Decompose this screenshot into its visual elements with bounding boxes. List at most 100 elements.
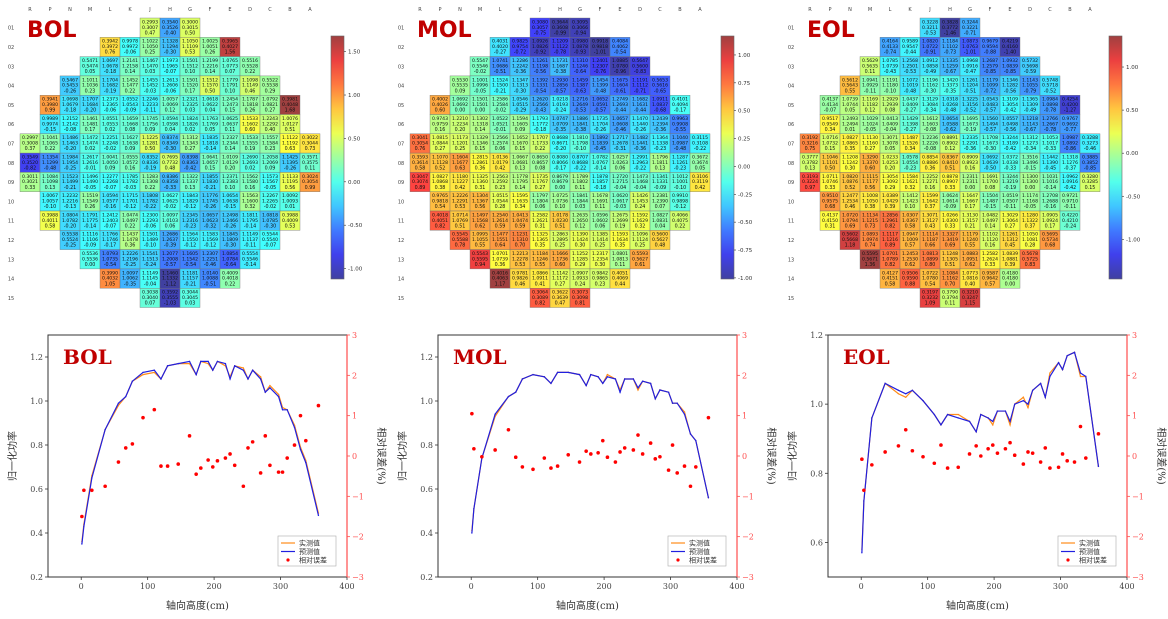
cell-measured-value: 0.9781 xyxy=(512,270,528,276)
measured-point xyxy=(153,371,156,374)
cell-predicted-value: 1.1501 xyxy=(472,102,488,108)
cell-measured-value: 1.1766 xyxy=(102,232,118,238)
cell-predicted-value: 1.0794 xyxy=(842,218,858,224)
cell-measured-value: 1.0413 xyxy=(512,212,528,218)
cell-predicted-value: 1.0507 xyxy=(1002,199,1018,205)
cell-predicted-value: 1.1746 xyxy=(102,237,118,243)
column-label: L xyxy=(109,7,112,13)
cell-measured-value: 1.1504 xyxy=(982,193,998,199)
cell-predicted-value: 1.1673 xyxy=(962,121,978,127)
cell-measured-value: 0.5530 xyxy=(452,77,468,83)
error-point xyxy=(932,461,937,466)
cell-predicted-value: 0.8671 xyxy=(552,141,568,147)
cell-measured-value: 0.8854 xyxy=(922,155,938,161)
cell-relative-error: -0.14 xyxy=(244,223,256,229)
cell-predicted-value: 1.0785 xyxy=(262,218,278,224)
error-point xyxy=(979,454,983,458)
y2-tick-label: 0 xyxy=(1132,452,1137,461)
cell-relative-error: -0.51 xyxy=(494,69,506,75)
cell-relative-error: -0.30 xyxy=(984,146,996,152)
cell-predicted-value: 1.1568 xyxy=(472,218,488,224)
cell-measured-value: 1.3244 xyxy=(1002,135,1018,141)
cell-fill xyxy=(239,249,261,270)
error-point xyxy=(584,449,588,453)
cell-relative-error: 0.05 xyxy=(695,166,706,172)
cell-predicted-value: 0.5627 xyxy=(632,256,648,262)
cell-measured-value: 1.1501 xyxy=(142,232,158,238)
cell-measured-value: 1.1459 xyxy=(572,77,588,83)
y-tick-label: 0.8 xyxy=(420,441,433,450)
cell-predicted-value: 1.1109 xyxy=(182,44,198,50)
cell-predicted-value: 0.3782 xyxy=(802,160,818,166)
error-point xyxy=(921,455,925,459)
cell-relative-error: -0.12 xyxy=(184,243,196,249)
legend-label: 实测值 xyxy=(1079,539,1100,548)
y2-tick-label: 2 xyxy=(352,371,357,380)
cell-measured-value: 0.8909 xyxy=(962,155,978,161)
cell-predicted-value: 1.1818 xyxy=(242,102,258,108)
cell-predicted-value: 1.2271 xyxy=(922,179,938,185)
error-point xyxy=(280,470,285,474)
y-tick-label: 1.0 xyxy=(810,400,823,409)
cell-predicted-value: 1.0837 xyxy=(652,102,668,108)
cell-measured-value: 1.1149 xyxy=(242,232,258,238)
y2-tick-label: −2 xyxy=(1132,533,1144,542)
cell-relative-error: 0.28 xyxy=(1025,243,1036,249)
predicted-point xyxy=(264,391,266,393)
cell-predicted-value: 1.2624 xyxy=(982,256,998,262)
cell-predicted-value: 1.1555 xyxy=(242,141,258,147)
cell-measured-value: 1.1707 xyxy=(532,135,548,141)
row-label: 10 xyxy=(398,199,404,205)
cell-measured-value: 1.1984 xyxy=(62,155,78,161)
x-tick-label: 300 xyxy=(663,582,678,591)
cell-measured-value: 0.9978 xyxy=(122,39,138,45)
cell-fill xyxy=(999,268,1021,289)
cell-measured-value: 1.1845 xyxy=(222,232,238,238)
cell-predicted-value: 0.9547 xyxy=(902,44,918,50)
predicted-point xyxy=(515,391,517,393)
error-point xyxy=(542,456,547,460)
cell-relative-error: 0.11 xyxy=(945,301,956,307)
predicted-point xyxy=(606,376,609,378)
cell-predicted-value: 0.9898 xyxy=(672,199,688,205)
legend-label: 相对误差 xyxy=(689,556,717,565)
cell-measured-value: 1.0667 xyxy=(512,155,528,161)
cell-relative-error: -0.53 xyxy=(574,108,586,114)
cell-predicted-value: 1.2534 xyxy=(842,199,858,205)
cell-measured-value: 0.5595 xyxy=(862,251,878,257)
cell-predicted-value: 1.0409 xyxy=(882,121,898,127)
error-point xyxy=(577,460,582,464)
cell-measured-value: 1.0883 xyxy=(962,251,978,257)
y2-axis-label: 相对误差(%) xyxy=(1155,427,1168,484)
error-point xyxy=(520,465,525,469)
column-label: N xyxy=(848,7,852,13)
cell-predicted-value: 1.2606 xyxy=(162,83,178,89)
cell-relative-error: -0.22 xyxy=(574,166,586,172)
cell-measured-value: 1.1776 xyxy=(202,193,218,199)
row-label: 11 xyxy=(788,219,794,225)
cell-predicted-value: 1.1299 xyxy=(42,160,58,166)
cell-predicted-value: 1.1453 xyxy=(632,199,648,205)
error-point xyxy=(1026,450,1030,454)
